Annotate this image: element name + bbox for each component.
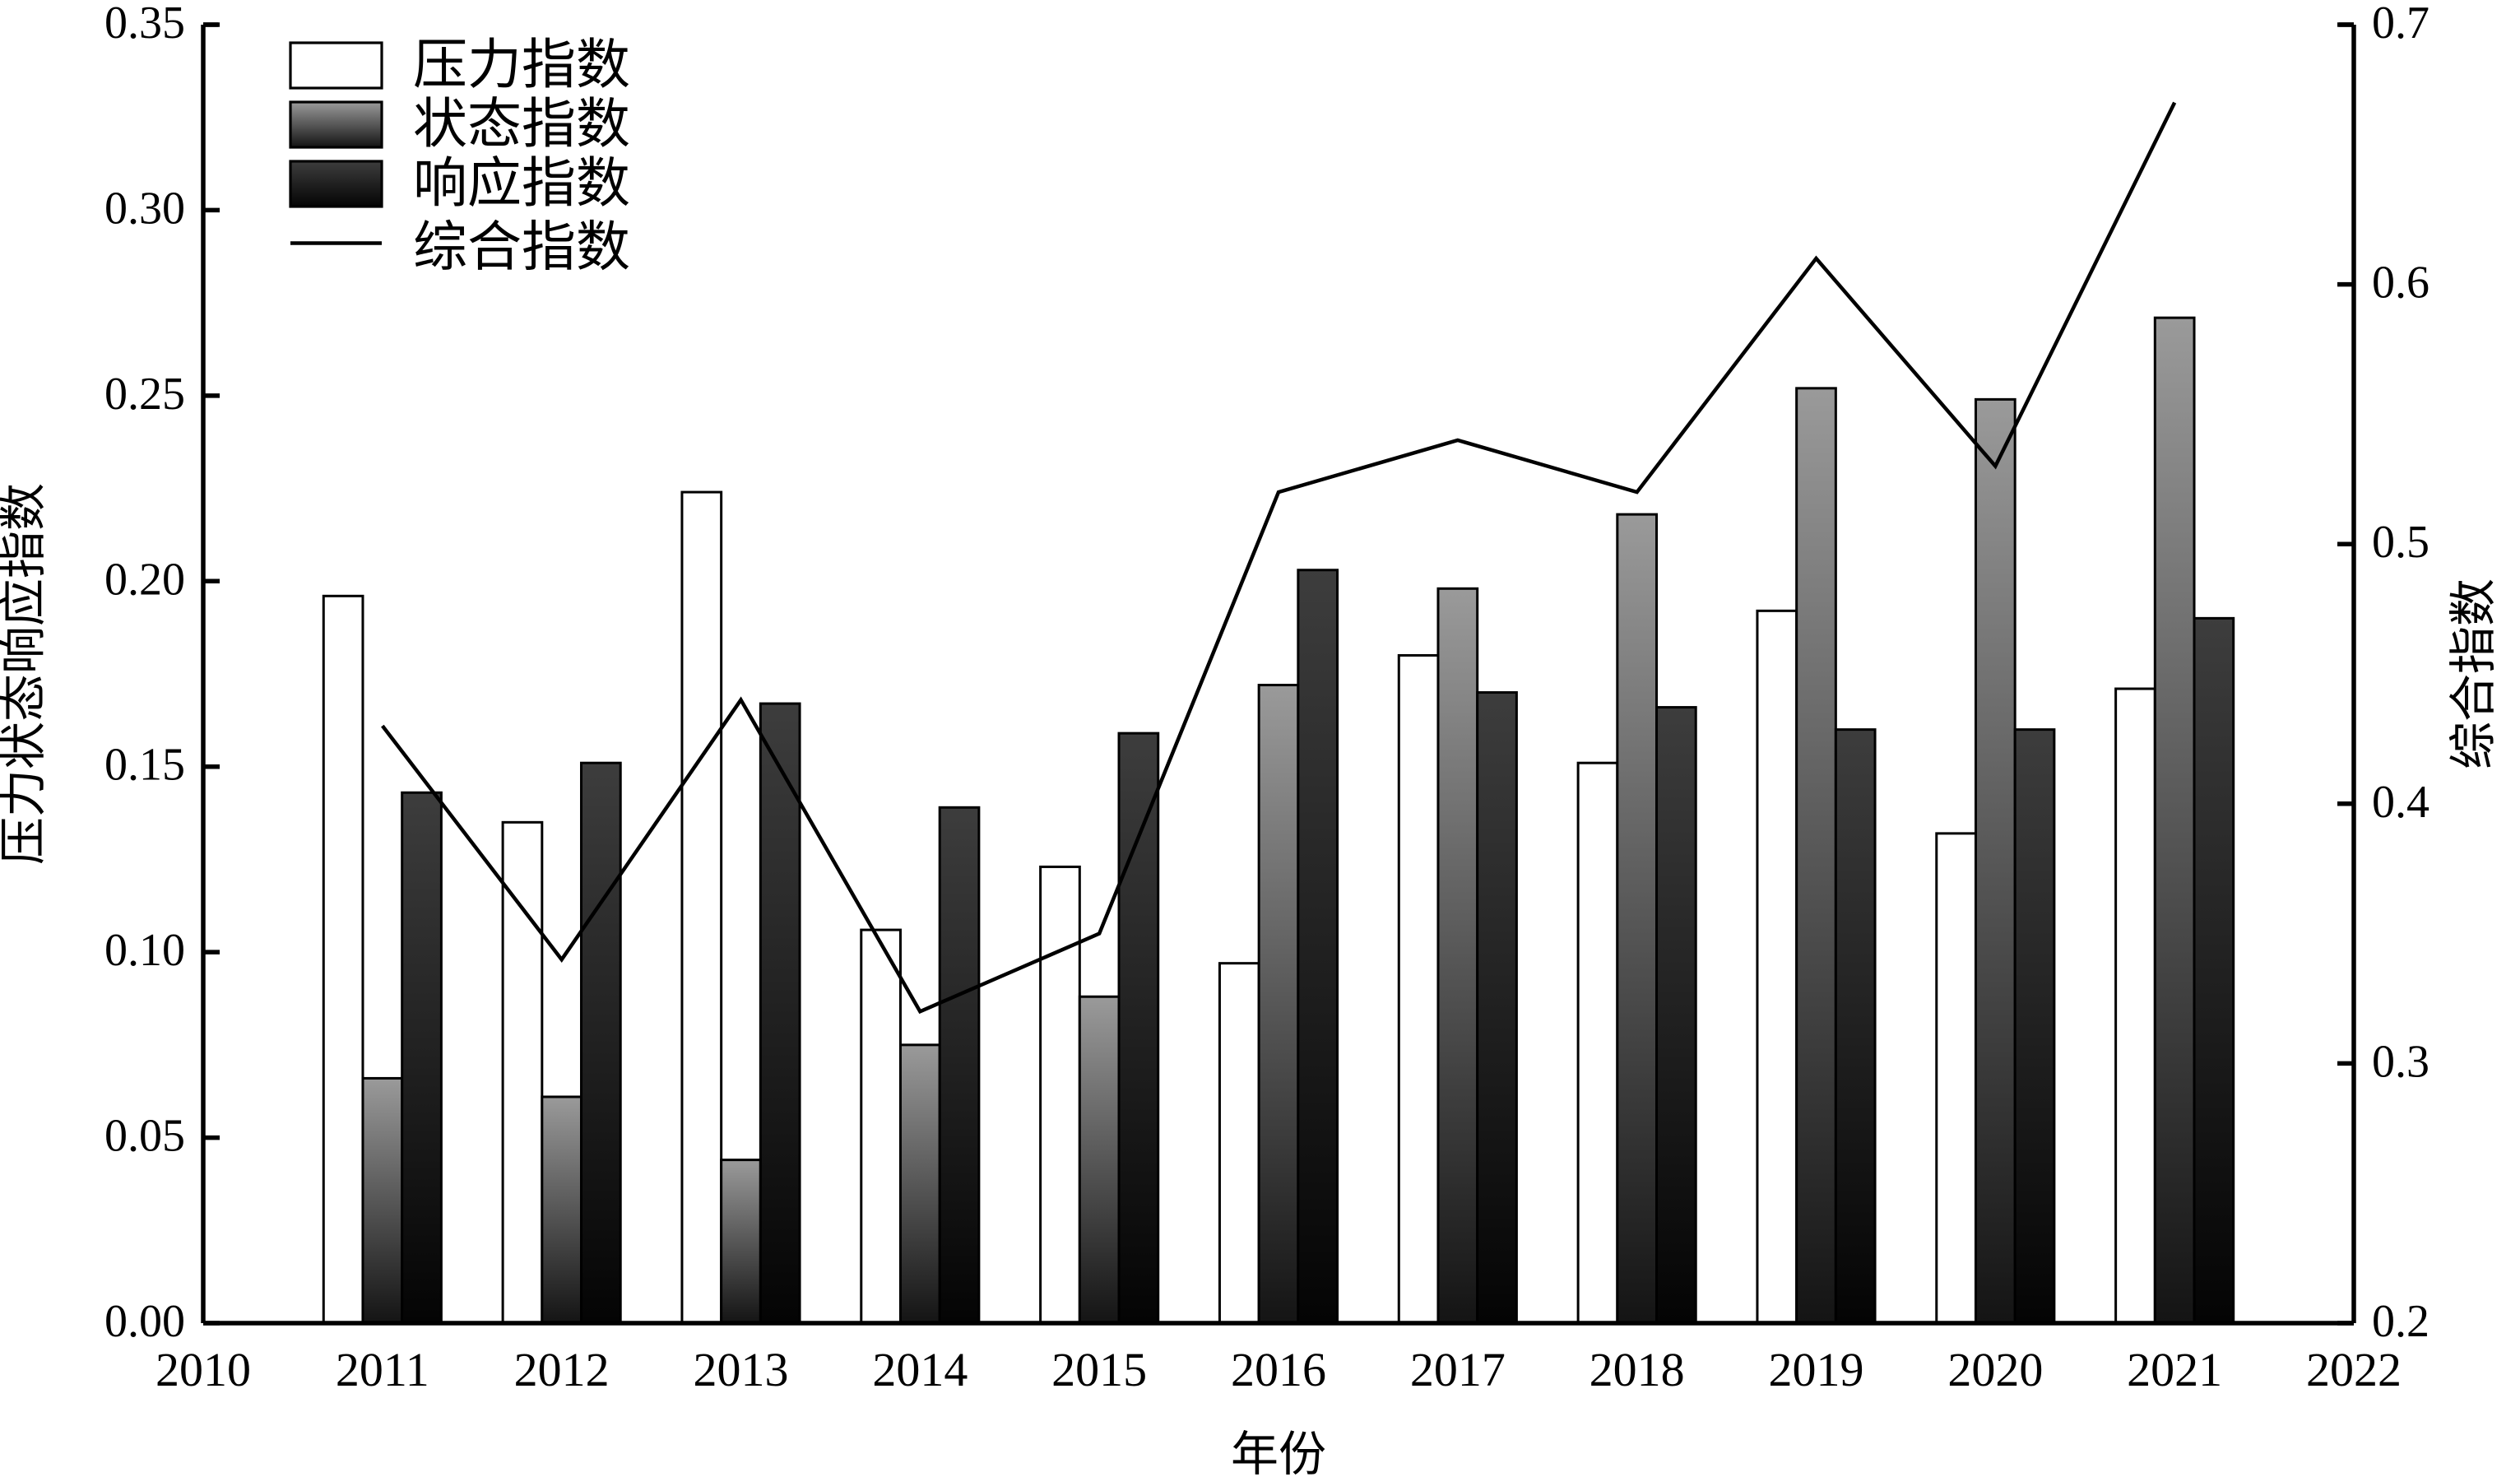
svg-text:综合指数: 综合指数 <box>2447 578 2500 769</box>
svg-text:压力指数: 压力指数 <box>413 35 630 95</box>
svg-text:0.3: 0.3 <box>2372 1036 2430 1087</box>
svg-text:0.05: 0.05 <box>104 1111 185 1162</box>
svg-text:0.00: 0.00 <box>104 1296 185 1347</box>
svg-text:2010: 2010 <box>155 1343 251 1396</box>
svg-text:0.7: 0.7 <box>2372 0 2430 49</box>
svg-text:年份: 年份 <box>1231 1428 1326 1477</box>
svg-text:2013: 2013 <box>694 1343 789 1396</box>
svg-text:2011: 2011 <box>336 1343 429 1396</box>
svg-text:响应指数: 响应指数 <box>413 154 630 214</box>
svg-text:0.10: 0.10 <box>104 925 185 976</box>
svg-text:2017: 2017 <box>1410 1343 1506 1396</box>
svg-text:2019: 2019 <box>1769 1343 1864 1396</box>
svg-text:0.20: 0.20 <box>104 554 185 605</box>
svg-text:0.5: 0.5 <box>2372 517 2430 568</box>
svg-text:2018: 2018 <box>1590 1343 1685 1396</box>
svg-text:0.6: 0.6 <box>2372 258 2430 309</box>
svg-text:2014: 2014 <box>872 1343 968 1396</box>
svg-text:2015: 2015 <box>1051 1343 1147 1396</box>
svg-text:0.25: 0.25 <box>104 369 185 420</box>
svg-text:2021: 2021 <box>2127 1343 2222 1396</box>
svg-text:0.15: 0.15 <box>104 740 185 791</box>
svg-text:0.30: 0.30 <box>104 183 185 234</box>
svg-text:压力状态响应指数: 压力状态响应指数 <box>0 483 50 865</box>
svg-text:2022: 2022 <box>2306 1343 2402 1396</box>
svg-text:0.35: 0.35 <box>104 0 185 49</box>
svg-text:0.2: 0.2 <box>2372 1296 2430 1347</box>
svg-text:2012: 2012 <box>514 1343 610 1396</box>
svg-text:综合指数: 综合指数 <box>413 218 630 278</box>
svg-text:0.4: 0.4 <box>2372 777 2430 828</box>
svg-text:2016: 2016 <box>1231 1343 1326 1396</box>
svg-text:状态指数: 状态指数 <box>413 95 630 155</box>
svg-text:2020: 2020 <box>1947 1343 2043 1396</box>
